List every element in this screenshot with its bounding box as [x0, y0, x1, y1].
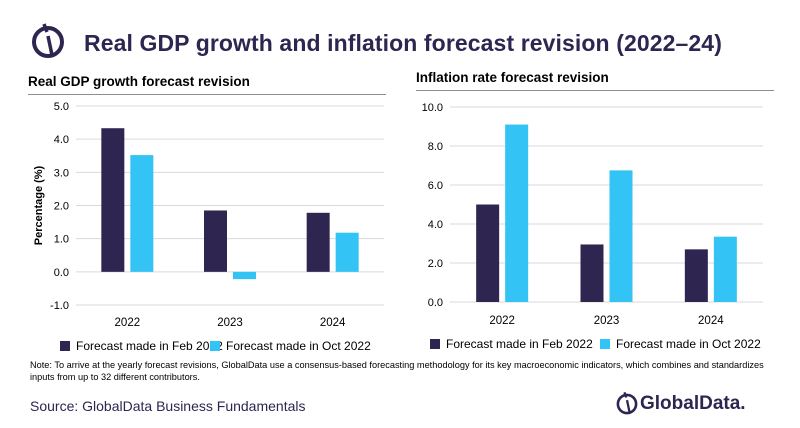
inflation-bar-oct-2022 — [505, 124, 529, 302]
inflation-legend-oct: Forecast made in Oct 2022 — [600, 337, 761, 351]
gdp-legend-oct-swatch — [210, 341, 220, 351]
gdp-y-tick-label: 0.0 — [54, 267, 69, 279]
inflation-bar-oct-2023 — [609, 170, 633, 302]
globaldata-logo-icon — [32, 23, 64, 58]
inflation-bar-feb-2022 — [476, 204, 500, 302]
inflation-y-tick-label: 6.0 — [428, 180, 443, 192]
page-title: Real GDP growth and inflation forecast r… — [84, 30, 722, 56]
gdp-y-tick-label: 2.0 — [54, 201, 69, 213]
gdp-legend-feb-swatch — [60, 341, 70, 351]
inflation-y-tick-label: 8.0 — [428, 141, 443, 153]
gdp-x-tick-label: 2022 — [115, 317, 141, 329]
gdp-x-tick-label: 2023 — [217, 317, 243, 329]
gdp-bar-oct-2023 — [233, 271, 256, 280]
inflation-legend-oct-swatch — [600, 339, 610, 349]
gdp-y-tick-label: 3.0 — [54, 167, 69, 179]
gdp-chart-title-rule — [28, 94, 386, 95]
inflation-bar-oct-2024 — [713, 236, 737, 302]
inflation-x-tick-label: 2024 — [698, 315, 724, 327]
inflation-y-tick-label: 2.0 — [428, 258, 443, 270]
inflation-rate-chart: 0.0 2.0 4.0 6.0 8.0 10.0 2022 2023 2024 — [422, 102, 763, 327]
gdp-chart-title: Real GDP growth forecast revision — [28, 74, 250, 89]
gdp-y-axis-label: Percentage (%) — [33, 165, 45, 245]
inflation-y-tick-label: 10.0 — [422, 102, 443, 114]
gdp-bar-feb-2023 — [204, 210, 227, 272]
gdp-legend-oct-label: Forecast made in Oct 2022 — [226, 339, 371, 353]
gdp-legend-feb-label: Forecast made in Feb 2022 — [76, 339, 223, 353]
gdp-y-tick-label: 5.0 — [54, 101, 69, 113]
gdp-bar-feb-2022 — [101, 128, 125, 272]
footer-logo-icon — [616, 391, 638, 415]
gdp-legend-oct: Forecast made in Oct 2022 — [210, 339, 371, 353]
inflation-y-tick-label: 4.0 — [428, 219, 443, 231]
gdp-legend-feb: Forecast made in Feb 2022 — [60, 339, 223, 353]
inflation-y-tick-label: 0.0 — [428, 297, 443, 309]
inflation-legend-oct-label: Forecast made in Oct 2022 — [616, 337, 761, 351]
gdp-y-tick-label: 4.0 — [54, 134, 69, 146]
footer-brand: GlobalData. — [640, 393, 746, 414]
inflation-bar-feb-2024 — [684, 249, 708, 302]
source-text: Source: GlobalData Business Fundamentals — [30, 398, 306, 414]
inflation-legend-feb: Forecast made in Feb 2022 — [430, 337, 593, 351]
gdp-y-tick-label: -1.0 — [50, 300, 69, 312]
inflation-bar-feb-2023 — [580, 244, 604, 302]
inflation-x-tick-label: 2022 — [489, 315, 515, 327]
gdp-growth-chart: -1.0 0.0 1.0 2.0 3.0 4.0 5.0 2022 2023 2024 Percen… — [33, 101, 384, 329]
gdp-bar-feb-2024 — [306, 212, 330, 272]
gdp-y-tick-label: 1.0 — [54, 234, 69, 246]
inflation-legend-feb-swatch — [430, 339, 440, 349]
inflation-chart-title-rule — [416, 90, 774, 91]
gdp-bar-oct-2022 — [130, 155, 154, 272]
inflation-chart-title: Inflation rate forecast revision — [416, 70, 609, 85]
inflation-legend-feb-label: Forecast made in Feb 2022 — [446, 337, 593, 351]
gdp-x-tick-label: 2024 — [320, 317, 346, 329]
methodology-note: Note: To arrive at the yearly forecast r… — [30, 360, 764, 382]
gdp-bar-oct-2024 — [335, 232, 359, 272]
inflation-x-tick-label: 2023 — [594, 315, 620, 327]
